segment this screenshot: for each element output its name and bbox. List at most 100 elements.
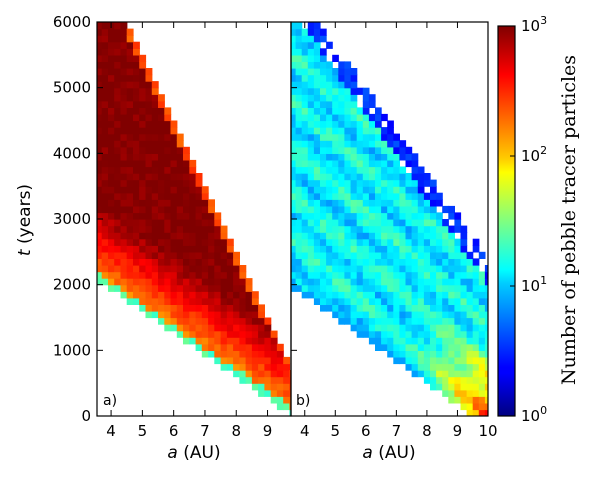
heatmap-cell — [326, 225, 333, 233]
heatmap-cell — [170, 304, 178, 312]
heatmap-cell — [442, 245, 449, 253]
heatmap-cell — [133, 100, 140, 108]
heatmap-cell — [176, 192, 184, 200]
heatmap-cell — [133, 81, 140, 89]
heatmap-cell — [97, 48, 103, 56]
heatmap-cell — [368, 291, 376, 299]
heatmap-cell — [332, 127, 339, 135]
heatmap-cell — [276, 363, 284, 371]
heatmap-cell — [326, 192, 333, 200]
heatmap-cell — [332, 271, 339, 279]
heatmap-cell — [108, 48, 115, 56]
heatmap-cell — [133, 113, 140, 122]
heatmap-cell — [126, 265, 134, 273]
heatmap-cell — [189, 179, 197, 187]
heatmap-cell — [158, 278, 165, 286]
heatmap-cell — [220, 284, 228, 292]
heatmap-cell — [301, 153, 309, 161]
heatmap-cell — [436, 271, 443, 279]
heatmap-cell — [326, 238, 333, 246]
heatmap-cell — [301, 173, 309, 181]
heatmap-cell — [405, 291, 413, 299]
x-tick-label: 7 — [392, 422, 402, 440]
heatmap-cell — [295, 61, 303, 69]
heatmap-cell — [381, 232, 388, 240]
heatmap-cell — [381, 278, 388, 286]
heatmap-cell — [120, 265, 128, 273]
y-tick-label: 0 — [81, 407, 91, 425]
heatmap-cell — [338, 225, 345, 233]
heatmap-cell — [114, 199, 122, 207]
heatmap-cell — [101, 258, 109, 266]
heatmap-cell — [164, 179, 172, 187]
heatmap-cell — [405, 153, 413, 161]
heatmap-cell — [350, 166, 358, 174]
heatmap-cell — [307, 173, 315, 181]
heatmap-cell — [313, 81, 321, 89]
heatmap-cell — [245, 350, 253, 358]
heatmap-cell — [158, 265, 165, 273]
heatmap-cell — [332, 205, 339, 214]
heatmap-cell — [101, 179, 109, 187]
heatmap-cell — [399, 173, 407, 181]
heatmap-cell — [350, 159, 358, 168]
heatmap-cell — [164, 107, 172, 115]
heatmap-cell — [170, 120, 178, 128]
heatmap-cell — [201, 205, 209, 214]
heatmap-cell — [442, 219, 449, 227]
heatmap-cell — [233, 324, 240, 332]
heatmap-cell — [151, 87, 159, 95]
heatmap-cell — [326, 291, 333, 299]
heatmap-cell — [411, 186, 419, 194]
heatmap-cell — [472, 265, 480, 273]
heatmap-cell — [151, 304, 159, 312]
heatmap-cell — [350, 310, 358, 319]
heatmap-cell — [97, 238, 103, 246]
heatmap-cell — [97, 120, 103, 128]
heatmap-cell — [101, 186, 109, 194]
heatmap-cell — [183, 291, 190, 299]
heatmap-cell — [454, 245, 462, 253]
heatmap-cell — [133, 173, 140, 181]
heatmap-cell — [120, 94, 128, 102]
heatmap-cell — [270, 389, 278, 397]
heatmap-cell — [101, 232, 109, 240]
heatmap-cell — [114, 186, 122, 194]
heatmap-cell — [411, 245, 419, 253]
heatmap-cell — [326, 265, 333, 273]
heatmap-cell — [472, 310, 480, 319]
heatmap-cell — [320, 205, 327, 214]
heatmap-cell — [484, 297, 488, 305]
heatmap-cell — [201, 265, 209, 273]
heatmap-cell — [226, 297, 234, 305]
heatmap-cell — [442, 350, 449, 358]
heatmap-cell — [251, 317, 259, 325]
heatmap-cell — [214, 251, 222, 259]
heatmap-cell — [375, 199, 382, 207]
heatmap-cell — [176, 219, 184, 227]
heatmap-cell — [114, 113, 122, 122]
heatmap-cell — [350, 113, 358, 122]
heatmap-cell — [208, 205, 215, 214]
heatmap-cell — [201, 258, 209, 266]
heatmap-cell — [454, 251, 462, 259]
heatmap-cell — [423, 324, 431, 332]
heatmap-cell — [195, 199, 203, 207]
heatmap-cell — [295, 186, 303, 194]
heatmap-cell — [233, 330, 240, 338]
heatmap-cell — [326, 284, 333, 292]
heatmap-cell — [176, 199, 184, 207]
heatmap-cell — [307, 100, 315, 108]
heatmap-cell — [139, 238, 147, 246]
heatmap-cell — [423, 317, 431, 325]
heatmap-cell — [472, 330, 480, 338]
heatmap-cell — [320, 232, 327, 240]
heatmap-cell — [387, 146, 394, 154]
heatmap-cell — [381, 337, 388, 345]
heatmap-cell — [164, 317, 172, 325]
heatmap-cell — [313, 232, 321, 240]
heatmap-cell — [295, 284, 303, 292]
heatmap-cell — [126, 278, 134, 286]
colorbar-tick-label: 102 — [521, 144, 547, 165]
heatmap-cell — [442, 370, 449, 378]
